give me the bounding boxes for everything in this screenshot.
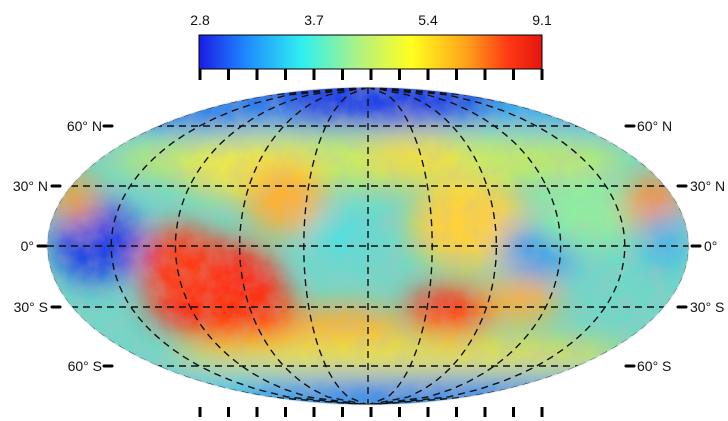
meridian-line (367, 87, 562, 405)
colorbar-gradient (198, 34, 543, 70)
colorbar-tick-label: 5.4 (418, 12, 438, 28)
latitude-label: 30° S (690, 299, 724, 315)
colorbar-tick-label: 2.8 (190, 12, 210, 28)
colorbar-ticks (198, 69, 544, 80)
latitude-label: 0° (21, 238, 34, 254)
latitude-label: 60° N (637, 118, 672, 134)
meridian-ticks (198, 407, 544, 417)
latitude-labels-left: 60° N 30° N 0° 30° S 60° S (13, 118, 102, 374)
latitude-label: 30° S (14, 299, 48, 315)
latitude-label: 30° N (690, 178, 725, 194)
meridian-line (303, 87, 369, 405)
meridian-line (174, 87, 369, 405)
latitude-label: 60° S (68, 358, 102, 374)
latitude-label: 60° N (67, 118, 102, 134)
meridian-line (367, 87, 433, 405)
meridian-line (367, 87, 498, 405)
colorbar-tick-label: 9.1 (532, 12, 552, 28)
meridian-line (110, 87, 369, 405)
colorbar: 2.8 3.7 5.4 9.1 (190, 12, 552, 80)
latitude-labels-right: 60° N 30° N 0° 30° S 60° S (637, 118, 725, 374)
surface-relief (47, 87, 689, 405)
colorbar-tick-label: 3.7 (304, 12, 324, 28)
meridian-line (238, 87, 369, 405)
meridian-line (367, 87, 626, 405)
latitude-label: 60° S (637, 358, 671, 374)
latitude-label: 0° (704, 238, 717, 254)
latitude-label: 30° N (13, 178, 48, 194)
latitude-ticks (36, 124, 702, 368)
map-body (47, 87, 689, 405)
